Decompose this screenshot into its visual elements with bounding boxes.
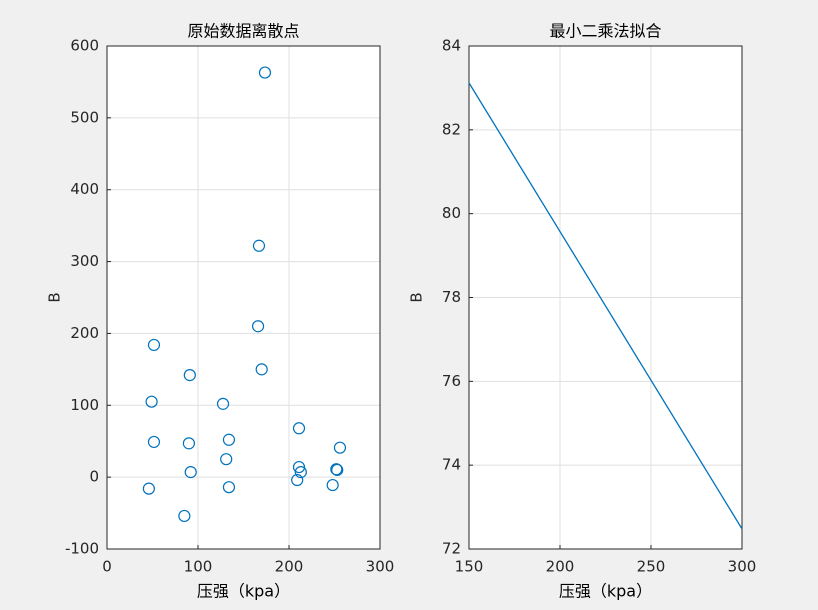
y-tick-label: 600 [70,37,99,55]
scatter-point [291,473,304,487]
y-tick-label: 82 [442,120,461,138]
x-tick-label: 300 [728,558,757,576]
scatter-point [330,463,343,476]
y-tick-label: -100 [65,540,99,558]
x-tick-label: 0 [102,558,112,576]
scatter-point [142,482,155,495]
scatter-point [258,66,272,79]
scatter-point [331,463,344,477]
y-tick-label: 72 [442,540,461,558]
x-tick-label: 100 [184,558,213,576]
y-axis-label: B [408,292,426,302]
scatter-point [182,437,195,450]
y-tick-label: 400 [70,180,99,198]
y-tick-label: 76 [442,372,461,390]
y-tick-label: 100 [70,396,99,414]
fit-line [468,82,743,530]
x-tick-label: 200 [275,558,304,576]
scatter-point [147,338,161,352]
chart-title: 最小二乘法拟合 [549,22,661,41]
axes-box [106,45,381,550]
scatter-point [216,397,230,410]
scatter-point [326,478,339,492]
scatter-point [251,320,265,333]
scatter-point [222,481,236,494]
scatter-point [252,239,266,252]
y-axis-label: B [46,292,64,302]
y-tick-label: 80 [442,204,461,222]
scatter-point [292,460,306,474]
scatter-point [184,466,197,479]
scatter-point [333,441,347,454]
scatter-point [222,433,236,446]
y-tick-label: 200 [70,324,99,342]
y-tick-label: 74 [442,456,461,474]
scatter-point [183,369,196,382]
scatter-point [292,422,306,435]
y-tick-label: 300 [70,252,99,270]
scatter-point [145,395,158,408]
y-tick-label: 78 [442,288,461,306]
scatter-point [294,466,307,479]
x-axis-label: 压强（kpa） [197,582,290,601]
y-tick-label: 0 [89,468,99,486]
axes-box [468,45,743,550]
chart-title: 原始数据离散点 [187,22,299,41]
x-axis-label: 压强（kpa） [559,582,652,601]
scatter-point [178,509,191,523]
y-tick-label: 500 [70,108,99,126]
scatter-point [147,435,161,449]
x-tick-label: 250 [637,558,666,576]
scatter-point [255,363,268,376]
scatter-point [220,453,233,466]
x-tick-label: 150 [455,558,484,576]
y-tick-label: 84 [442,37,461,55]
x-tick-label: 200 [546,558,575,576]
x-tick-label: 300 [366,558,395,576]
